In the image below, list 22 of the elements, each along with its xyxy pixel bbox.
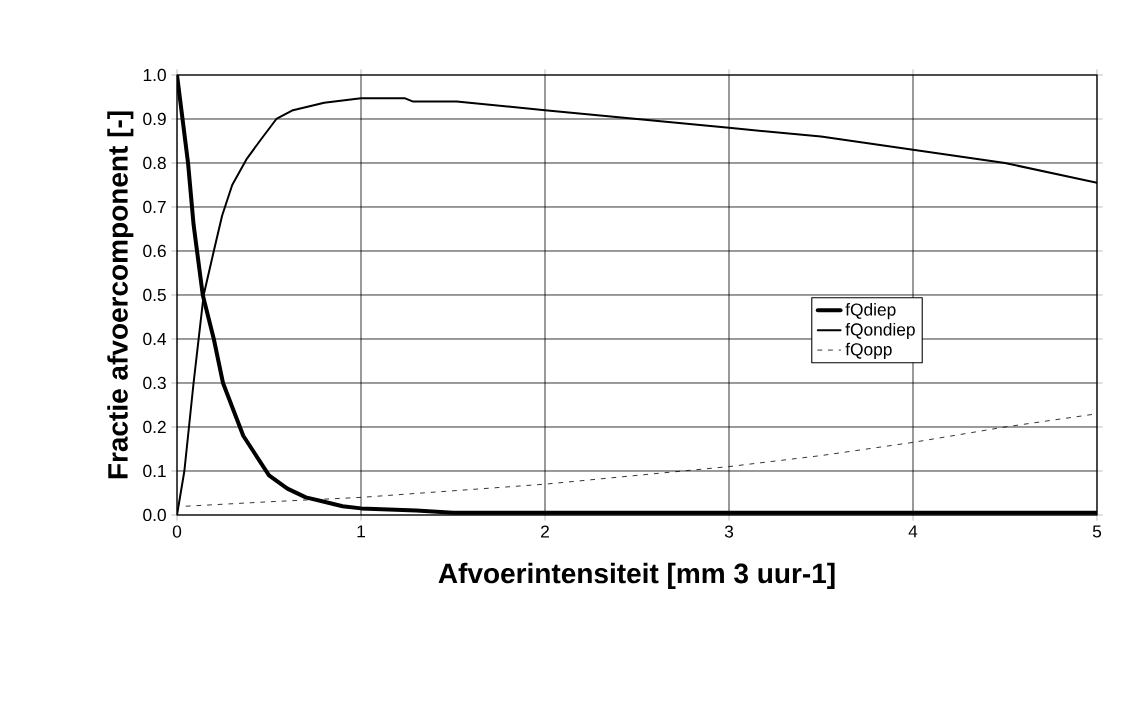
y-tick-label: 0.9: [143, 112, 166, 126]
y-axis-title: Fractie afvoercomponent [-]: [107, 111, 134, 479]
y-tick-label: 0.7: [143, 200, 166, 214]
y-tick-label: 0.5: [143, 288, 166, 302]
x-tick-label: 1: [357, 525, 365, 538]
x-tick-label: 3: [724, 525, 734, 538]
legend-label: fQopp: [845, 342, 892, 359]
legend-label: fQondiep: [845, 322, 915, 340]
y-tick-label: 0.4: [143, 332, 167, 346]
y-tick-label: 0.3: [143, 376, 166, 390]
x-tick-label: 5: [1092, 525, 1102, 538]
y-tick-label: 1.0: [143, 68, 166, 82]
x-tick-label: 4: [908, 525, 918, 538]
y-tick-label: 0.0: [143, 508, 166, 522]
x-axis-title: Afvoerintensiteit [mm 3 uur-1]: [438, 562, 835, 589]
x-tick-label: 0: [172, 525, 182, 538]
x-tick-label: 2: [541, 525, 549, 538]
y-tick-label: 0.8: [143, 156, 166, 170]
y-tick-label: 0.6: [143, 244, 166, 258]
legend-label: fQdiep: [845, 303, 896, 320]
y-tick-label: 0.2: [143, 420, 166, 434]
y-tick-label: 0.1: [143, 464, 166, 478]
